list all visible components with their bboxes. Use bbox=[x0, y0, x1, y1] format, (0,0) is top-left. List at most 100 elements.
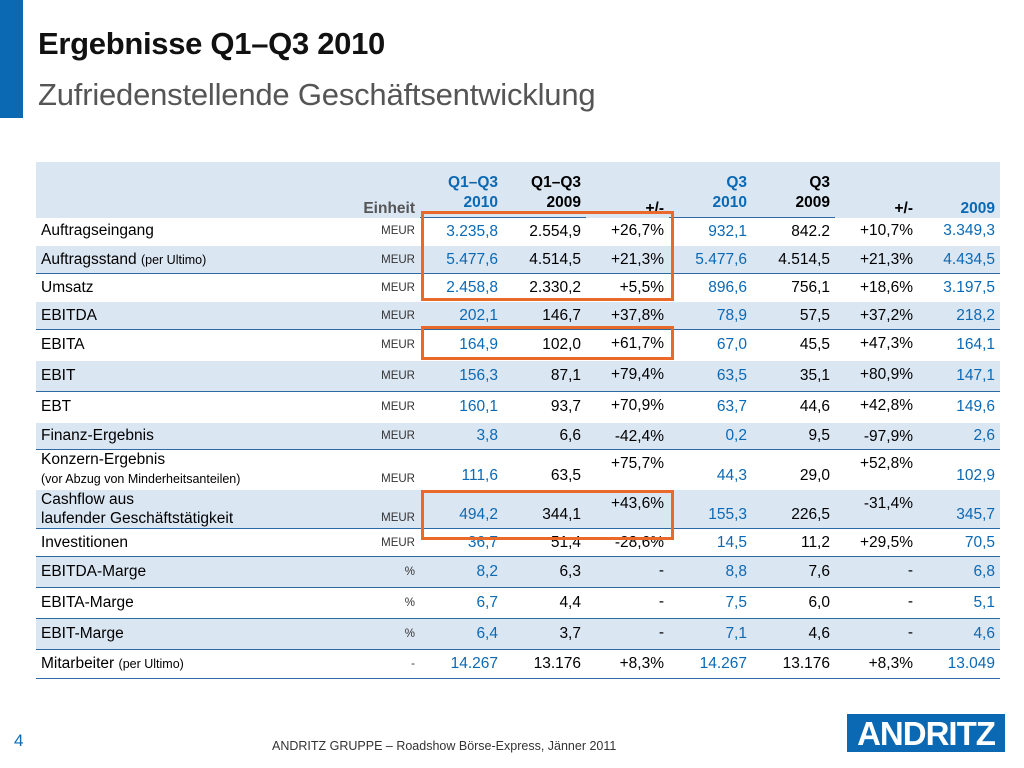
header-change-q3: +/- bbox=[835, 162, 918, 218]
cell-q13-2009: 4.514,5 bbox=[503, 245, 586, 274]
cell-q13-2010: 2.458,8 bbox=[446, 278, 498, 296]
cell-q3-2009: 7,6 bbox=[752, 556, 835, 588]
cell-change-ytd: +21,3% bbox=[586, 245, 669, 274]
table-row: Investitionen MEUR 36,7 51,4 -28,6% 14,5 11,2 +… bbox=[36, 528, 1000, 557]
page-subtitle: Zufriedenstellende Geschäftsentwicklung bbox=[38, 77, 596, 112]
row-label-note: (per Ultimo) bbox=[140, 252, 207, 267]
row-label: EBIT-Marge bbox=[36, 618, 350, 650]
header-year-2009: 2009 bbox=[918, 162, 1000, 218]
cell-q3-2010: 5.477,6 bbox=[669, 245, 752, 274]
cell-change-q3: -31,4% bbox=[835, 489, 918, 529]
cell-change-ytd: +26,7% bbox=[610, 222, 664, 240]
cell-q3-2009: 756,1 bbox=[791, 278, 830, 296]
cell-q13-2010: 14.267 bbox=[420, 649, 503, 679]
cell-year-2009: 2,6 bbox=[918, 422, 1000, 450]
table-row: EBIT-Marge% 6,4 3,7-7,1 4,6-4,6 bbox=[36, 618, 1000, 650]
cell-q13-2009: 146,7 bbox=[503, 301, 586, 330]
row-label-text: EBT bbox=[41, 398, 72, 415]
row-label: Auftragsstand (per Ultimo) bbox=[36, 245, 350, 274]
cell-unit: - bbox=[350, 649, 420, 679]
cell-q3-2009: 6,0 bbox=[752, 587, 835, 619]
cell-q3-2010: 63,7 bbox=[716, 398, 747, 415]
cell-q13-2009: 344,1 bbox=[503, 489, 586, 529]
cell-change-q3: +21,3% bbox=[835, 245, 918, 274]
cell-q13-2009: 4,4 bbox=[503, 587, 586, 619]
cell-change-q3: +10,7% bbox=[859, 222, 913, 240]
header-q3-2010-period: Q3 bbox=[669, 162, 752, 192]
cell-q13-2009: 3,7 bbox=[503, 618, 586, 650]
cell-q3-2010: 7,5 bbox=[669, 587, 752, 619]
row-label: Finanz-Ergebnis bbox=[36, 422, 350, 450]
cell-q3-2010: 8,8 bbox=[669, 556, 752, 588]
row-label-text: Investitionen bbox=[41, 533, 129, 551]
cell-change-ytd: +75,7% bbox=[610, 455, 664, 472]
cell-q13-2010: 5.477,6 bbox=[420, 245, 503, 274]
table-row: Finanz-Ergebnis MEUR 3,8 6,6 -42,4% 0,2 9,5 -97… bbox=[36, 422, 1000, 450]
row-label: Mitarbeiter (per Ultimo) bbox=[36, 649, 350, 679]
cell-unit: MEUR bbox=[381, 225, 415, 238]
header-change-ytd: +/- bbox=[586, 162, 669, 218]
cell-q3-2009: 11,2 bbox=[752, 528, 835, 557]
cell-q13-2010: 160,1 bbox=[459, 398, 498, 415]
header-label-cell bbox=[36, 162, 350, 218]
header-q3-2010-year: 2010 bbox=[669, 192, 752, 218]
row-label-text: Mitarbeiter bbox=[41, 655, 115, 672]
table-row: Umsatz MEUR 2.458,8 2.330,2 +5,5% 896,6 756,1 +… bbox=[36, 274, 1000, 302]
cell-q13-2009: 93,7 bbox=[550, 398, 581, 415]
table-row: EBITA-Marge% 6,7 4,4-7,5 6,0-5,1 bbox=[36, 587, 1000, 619]
cell-unit: % bbox=[350, 587, 420, 619]
cell-q3-2009: 57,5 bbox=[752, 301, 835, 330]
footer-text: ANDRITZ GRUPPE – Roadshow Börse-Express,… bbox=[272, 739, 617, 753]
row-label-line2: (vor Abzug von Minderheitsanteilen) bbox=[41, 472, 241, 486]
cell-change-q3: -97,9% bbox=[835, 422, 918, 450]
row-label-text: EBIT bbox=[41, 367, 76, 384]
table-row: EBIT MEUR 156,3 87,1 +79,4% 63,5 35,1 +80,9% 147… bbox=[36, 360, 1000, 392]
cell-change-q3: +47,3% bbox=[859, 335, 913, 352]
cell-q13-2010: 164,9 bbox=[459, 336, 498, 353]
cell-q3-2009: 35,1 bbox=[752, 360, 835, 392]
cell-q3-2009: 13.176 bbox=[752, 649, 835, 679]
table-row: EBITA MEUR 164,9 102,0 +61,7% 67,0 45,5 +47,3% 1… bbox=[36, 330, 1000, 361]
cell-change-q3: +42,8% bbox=[859, 397, 913, 414]
cell-change-ytd: +70,9% bbox=[610, 397, 664, 414]
cell-unit: MEUR bbox=[350, 360, 420, 392]
row-label: EBITA-Marge bbox=[36, 587, 350, 619]
row-label-text: Konzern-Ergebnis bbox=[41, 451, 166, 468]
cell-unit: MEUR bbox=[381, 281, 415, 294]
cell-year-2009: 102,9 bbox=[956, 467, 995, 484]
highlight-box-ebita bbox=[421, 326, 674, 360]
cell-q13-2010: 202,1 bbox=[420, 301, 503, 330]
cell-q3-2009: 29,0 bbox=[799, 467, 830, 484]
cell-q3-2009: 4.514,5 bbox=[752, 245, 835, 274]
cell-year-2009: 164,1 bbox=[956, 336, 995, 353]
row-label: Auftragseingang bbox=[36, 218, 350, 246]
row-label-text: EBIT-Marge bbox=[41, 625, 124, 642]
header-unit: Einheit bbox=[350, 162, 420, 218]
cell-year-2009: 3.197,5 bbox=[943, 278, 995, 296]
cell-change-ytd: - bbox=[586, 556, 669, 588]
cell-year-2009: 4,6 bbox=[918, 618, 1000, 650]
cell-unit: MEUR bbox=[350, 301, 420, 330]
cell-change-ytd: +37,8% bbox=[586, 301, 669, 330]
cell-q3-2010: 63,5 bbox=[669, 360, 752, 392]
cell-change-q3: - bbox=[835, 556, 918, 588]
row-label: EBT bbox=[36, 392, 350, 423]
cell-q13-2009: 102,0 bbox=[542, 336, 581, 353]
cell-q3-2009: 45,5 bbox=[799, 336, 830, 353]
header-row-bottom: 2010 2009 2010 2009 bbox=[36, 192, 1000, 218]
cell-q13-2009: 6,6 bbox=[503, 422, 586, 450]
cell-q13-2010: 8,2 bbox=[420, 556, 503, 588]
row-label-line2: laufender Geschäftstätigkeit bbox=[41, 510, 234, 527]
cell-unit: MEUR bbox=[350, 489, 420, 529]
cell-year-2009: 218,2 bbox=[918, 301, 1000, 330]
table-row: Konzern-Ergebnis (vor Abzug von Minderhei… bbox=[36, 450, 1000, 490]
cell-q3-2009: 4,6 bbox=[752, 618, 835, 650]
cell-unit: % bbox=[350, 556, 420, 588]
cell-q3-2010: 7,1 bbox=[669, 618, 752, 650]
header-row-top: Einheit Q1–Q3 Q1–Q3 +/- Q3 Q3 +/- 2009 bbox=[36, 162, 1000, 218]
results-table: Einheit Q1–Q3 Q1–Q3 +/- Q3 Q3 +/- 2009 2… bbox=[36, 162, 1000, 679]
cell-change-q3: +29,5% bbox=[835, 528, 918, 557]
cell-change-ytd: +8,3% bbox=[586, 649, 669, 679]
cell-change-q3: +18,6% bbox=[859, 278, 913, 296]
table-row: Cashflow aus laufender Geschäftstätigkeit… bbox=[36, 489, 1000, 529]
